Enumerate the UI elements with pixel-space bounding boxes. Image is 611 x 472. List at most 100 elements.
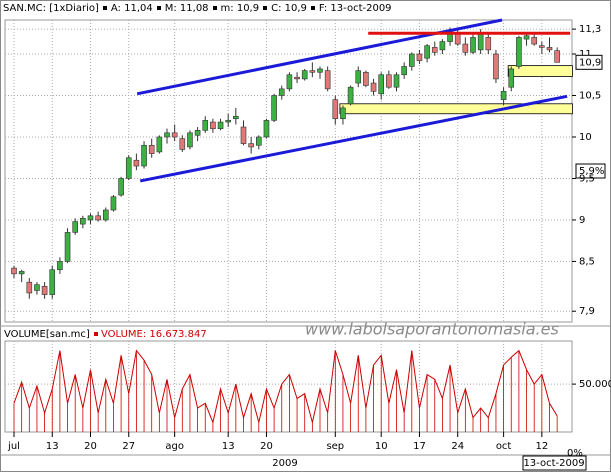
trend-line [139,94,568,183]
x-tick-label: 13 [46,441,59,452]
candle-body [500,91,507,100]
candle-body [393,74,400,88]
last-price-label: 10,9 [579,57,601,68]
candle-body [431,47,438,53]
change-box [575,163,606,179]
candle-body [57,261,63,271]
candle-body [347,86,354,105]
header: SAN.MC: [1xDiario] A: 11,04 M: 11,08 m: 10,… [3,3,392,14]
candle-body [439,41,446,51]
legend-swatch [94,332,98,336]
separator [102,6,107,10]
candle-body [187,132,193,148]
candle-body [309,70,316,73]
x-tick-label: sep [326,441,344,452]
candle-body [546,47,553,51]
y-tick-label: 11 [579,49,592,60]
candle-body [210,121,216,129]
candle-body [95,215,101,221]
price-panel [4,19,573,323]
x-tick-label: 24 [451,441,464,452]
candle-body [118,178,124,196]
header-item: SAN.MC: [1xDiario] [3,3,99,14]
candle-body [263,120,270,138]
separator [156,6,161,10]
candle-body [255,136,262,146]
zone [339,103,573,115]
candle-body [408,53,415,67]
candle-body [370,82,377,92]
candle-body [508,68,515,88]
x-tick-label: 10 [375,441,388,452]
candle-body [141,144,147,167]
candle-body [401,66,407,76]
candle-body [125,157,132,179]
separator [263,6,268,10]
candle-body [64,232,71,262]
volume-line [13,349,558,425]
candle-body [355,70,362,84]
y-tick-label: 50.000 [579,379,611,390]
candle-body [278,88,285,96]
x-tick-label: 12 [535,441,548,452]
candle-body [317,68,323,73]
zone [507,65,573,77]
candle-body [80,217,86,225]
year-label: 2009 [272,458,297,469]
candle-body [424,45,430,59]
candle-body [416,53,423,61]
y-tick-label: 9 [579,215,585,226]
candle-body [164,132,170,138]
candle-body [248,143,254,148]
candle-body [363,71,369,86]
candle-body [301,70,308,80]
candle-body [324,70,331,90]
candle-body [202,120,209,131]
candle-body [523,35,530,40]
change-label: 5,9% [579,166,604,177]
candle-body [49,269,56,295]
candle-body [18,271,25,275]
last-price-box [575,54,603,70]
candle-body [294,76,300,80]
candle-body [156,136,163,153]
candle-body [531,37,538,45]
candle-body [493,53,499,80]
candle-body [133,159,140,167]
separator [310,6,315,10]
x-tick-label: ago [165,441,184,452]
candle-body [11,267,17,275]
x-tick-label: 17 [413,441,426,452]
candle-body [41,286,48,295]
x-tick-label: jul [7,441,20,452]
candle-body [332,99,339,120]
candle-body [87,215,94,221]
candle-body [554,50,560,63]
candle-body [34,284,40,291]
candle-body [103,209,109,221]
header-item: F: 13-oct-2009 [318,3,392,14]
candle-body [72,221,78,233]
candle-body [240,126,247,144]
candle-body [454,32,461,45]
header-item: m: 10,9 [220,3,260,14]
candle-body [217,121,224,129]
x-tick-label: 27 [122,441,135,452]
volume-label: VOLUME[san.mc] [4,329,90,340]
x-tick-label: 13 [222,441,235,452]
candle-body [26,281,33,294]
y-tick-label: 11,3 [579,24,601,35]
y-tick-label: 8,5 [579,256,595,267]
candle-body [386,74,392,88]
y-tick-label: 10 [579,132,592,143]
candle-body [148,144,155,154]
header-item: M: 11,08 [164,3,209,14]
date-label: 13-oct-2009 [523,458,584,469]
candle-body [470,37,476,53]
volume-value-label: VOLUME: 16.673.847 [101,329,207,340]
candle-body [110,196,117,211]
header-item: A: 11,04 [110,3,153,14]
y-tick-label: 9,5 [579,173,595,184]
